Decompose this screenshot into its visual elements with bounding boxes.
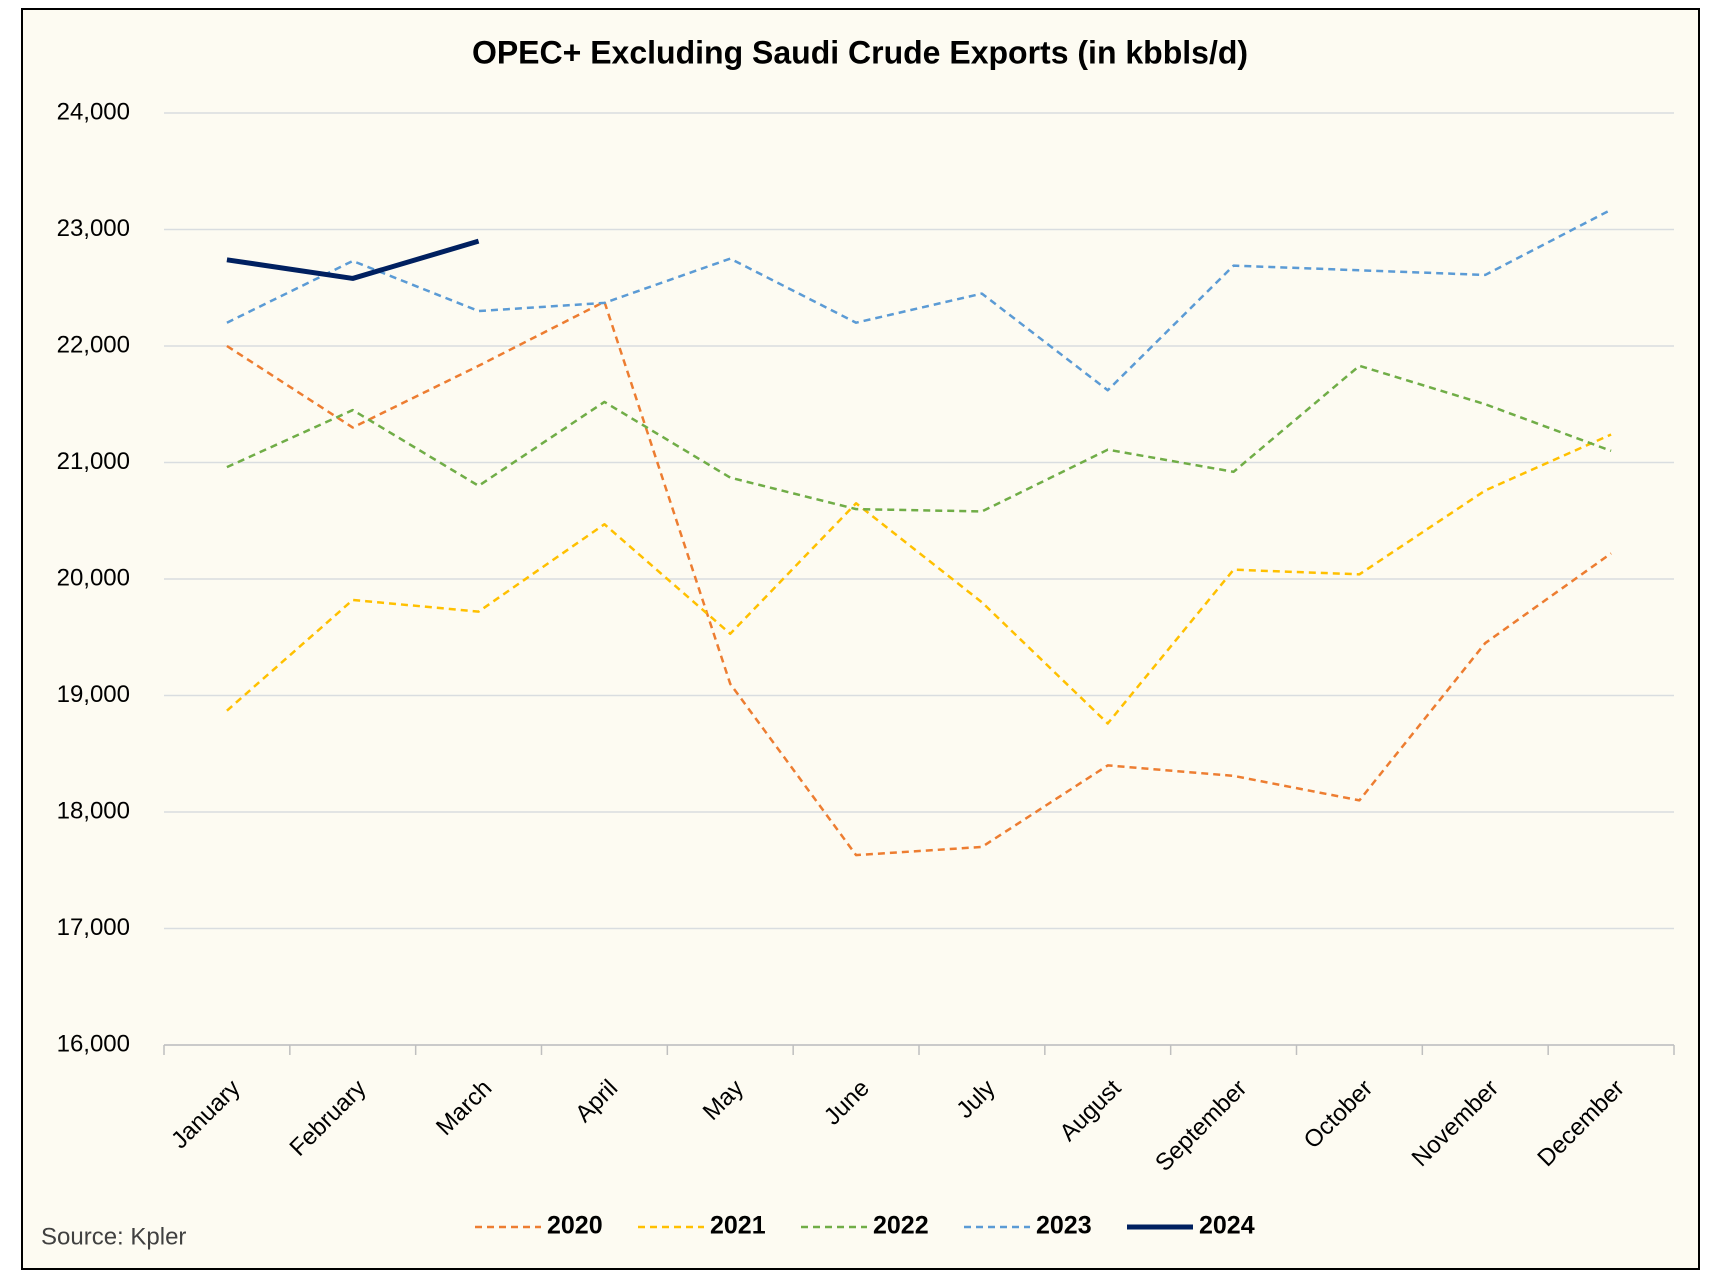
series-line xyxy=(226,300,1612,857)
chart-frame xyxy=(21,8,1700,1270)
legend-label: 2023 xyxy=(1036,1212,1092,1240)
chart-title: OPEC+ Excluding Saudi Crude Exports (in … xyxy=(472,34,1248,70)
series-line xyxy=(226,238,480,281)
y-tick-label: 23,000 xyxy=(57,215,130,242)
series-line xyxy=(226,208,1612,392)
y-tick-label: 21,000 xyxy=(57,448,130,475)
legend-label: 2022 xyxy=(873,1212,929,1240)
y-tick-label: 16,000 xyxy=(57,1030,130,1057)
series-line xyxy=(226,433,1612,725)
y-tick-label: 19,000 xyxy=(57,681,130,708)
y-tick-label: 20,000 xyxy=(57,564,130,591)
y-tick-label: 18,000 xyxy=(57,797,130,824)
legend-label: 2024 xyxy=(1199,1212,1255,1240)
legend-label: 2020 xyxy=(547,1212,603,1240)
y-tick-label: 24,000 xyxy=(57,98,130,125)
y-tick-label: 22,000 xyxy=(57,331,130,358)
legend-label: 2021 xyxy=(710,1212,766,1240)
y-tick-label: 17,000 xyxy=(57,914,130,941)
source: Source: Kpler xyxy=(41,1223,186,1250)
